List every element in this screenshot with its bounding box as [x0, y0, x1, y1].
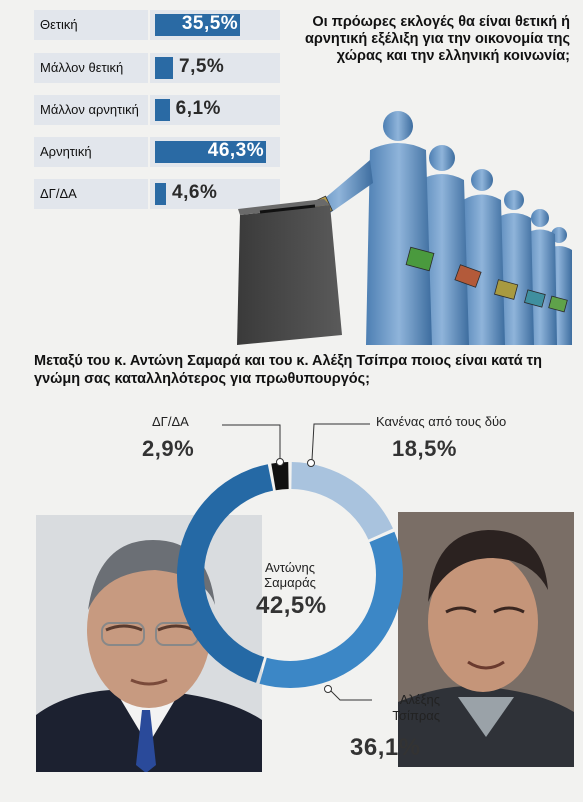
center-label: Αντώνης Σαμαράς [262, 560, 318, 590]
tsipras-photo [398, 512, 574, 767]
bar-track: 6,1% [150, 95, 280, 125]
donut-chart [170, 450, 410, 700]
bar-row: Μάλλον αρνητική 6,1% [34, 95, 280, 125]
donut-slice [177, 464, 274, 683]
bar-row: Θετική 35,5% [34, 10, 280, 40]
donut-slice [259, 531, 404, 688]
donut-slice [271, 462, 289, 491]
bar [155, 141, 267, 163]
bar-category-label: ΔΓ/ΔΑ [34, 179, 148, 209]
center-label-line1: Αντώνης [264, 560, 316, 575]
bar [155, 99, 170, 121]
center-value: 42,5% [256, 592, 327, 619]
tsipras-label-line1: Αλέξης [399, 692, 440, 707]
slice-value-neither: 18,5% [392, 436, 457, 461]
bar-track: 35,5% [150, 10, 280, 40]
bar-chart-question: Οι πρόωρες εκλογές θα είναι θετική ή αρν… [304, 14, 570, 64]
bar-value-label: 6,1% [175, 98, 221, 119]
slice-label-dk-na: ΔΓ/ΔΑ [152, 414, 189, 429]
bar-track: 7,5% [150, 53, 280, 83]
bar-value-label: 35,5% [181, 13, 239, 34]
bar [155, 14, 241, 36]
tsipras-label-line2: Τσίπρας [392, 708, 440, 723]
slice-value-dk-na: 2,9% [142, 436, 195, 461]
envelope-icons [305, 195, 568, 313]
bar [155, 57, 173, 79]
bar-category-label: Αρνητική [34, 137, 148, 167]
center-label-line2: Σαμαράς [264, 575, 316, 590]
bar-track: 46,3% [150, 137, 280, 167]
bar-chart: Θετική 35,5% Μάλλον θετική 7,5% Μάλλον αρνητ… [34, 10, 280, 210]
bar-category-label: Μάλλον αρνητική [34, 95, 148, 125]
bar-row: Μάλλον θετική 7,5% [34, 53, 280, 83]
slice-label-neither: Κανένας από τους δύο [376, 414, 507, 429]
bar-row: ΔΓ/ΔΑ 4,6% [34, 179, 280, 209]
slice-value-tsipras: 36,1% [350, 734, 421, 761]
bar [155, 183, 167, 205]
bar-category-label: Μάλλον θετική [34, 53, 148, 83]
bar-value-label: 7,5% [179, 56, 225, 77]
voter-figures [305, 111, 572, 345]
donut-chart-question: Μεταξύ του κ. Αντώνη Σαμαρά και του κ. Α… [34, 353, 542, 387]
bar-category-label: Θετική [34, 10, 148, 40]
ballot-box-icon [237, 199, 342, 345]
slice-label-tsipras: Αλέξης Τσίπρας [380, 692, 440, 724]
voters-illustration [237, 111, 572, 345]
donut-svg [177, 462, 404, 688]
bar-value-label: 46,3% [207, 140, 265, 161]
bar-row: Αρνητική 46,3% [34, 137, 280, 167]
donut-slice [291, 462, 393, 540]
bar-value-label: 4,6% [172, 182, 218, 203]
bar-track: 4,6% [150, 179, 280, 209]
